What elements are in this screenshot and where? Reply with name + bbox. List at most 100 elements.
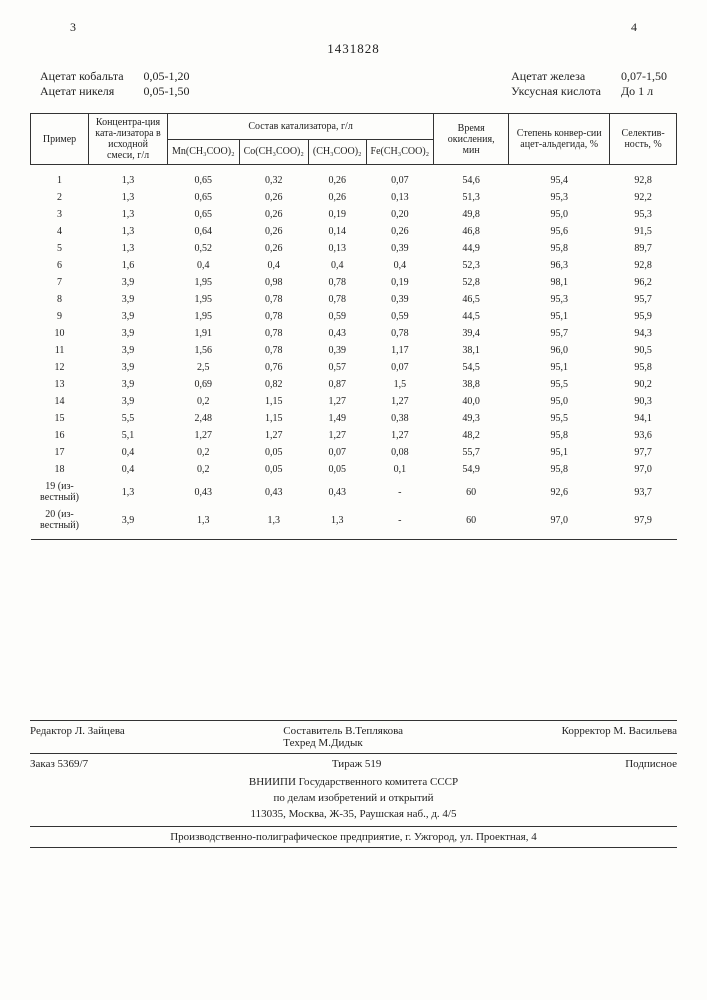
table-cell: 15	[31, 410, 89, 427]
comp-right: Ацетат железа Уксусная кислота 0,07-1,50…	[511, 69, 667, 99]
table-cell: 0,08	[366, 444, 434, 461]
table-cell: 8	[31, 291, 89, 308]
table-cell: 1,15	[239, 393, 308, 410]
table-cell: 1,95	[168, 308, 240, 325]
th-composition-group: Состав катализатора, г/л	[168, 114, 434, 140]
table-cell: 95,5	[509, 376, 610, 393]
table-cell: 1,3	[89, 478, 168, 506]
table-cell: 95,4	[509, 165, 610, 190]
comp-r1-name: Ацетат железа	[511, 69, 601, 84]
table-cell: 0,64	[168, 223, 240, 240]
table-row: 155,52,481,151,490,3849,395,594,1	[31, 410, 677, 427]
table-cell: 12	[31, 359, 89, 376]
table-row: 123,92,50,760,570,0754,595,195,8	[31, 359, 677, 376]
table-cell: 1	[31, 165, 89, 190]
table-cell: 0,87	[308, 376, 366, 393]
table-cell: 0,57	[308, 359, 366, 376]
table-cell: 17	[31, 444, 89, 461]
table-cell: 0,07	[308, 444, 366, 461]
table-cell: 3,9	[89, 342, 168, 359]
comp-left: Ацетат кобальта Ацетат никеля 0,05-1,20 …	[40, 69, 190, 99]
table-cell: 1,5	[366, 376, 434, 393]
table-cell: 0,39	[366, 291, 434, 308]
table-cell: 1,3	[89, 165, 168, 190]
table-cell: 0,26	[239, 189, 308, 206]
table-cell: 1,3	[89, 240, 168, 257]
table-cell: 6	[31, 257, 89, 274]
table-cell: 0,65	[168, 189, 240, 206]
table-cell: 51,3	[434, 189, 509, 206]
table-cell: 0,26	[239, 206, 308, 223]
table-cell: 11	[31, 342, 89, 359]
table-cell: 95,1	[509, 359, 610, 376]
th-primer: Пример	[31, 114, 89, 165]
table-row: 170,40,20,050,070,0855,795,197,7	[31, 444, 677, 461]
table-cell: 0,4	[89, 444, 168, 461]
table-cell: 0,13	[308, 240, 366, 257]
table-cell: 20 (из-вестный)	[31, 506, 89, 540]
table-cell: 0,19	[366, 274, 434, 291]
table-cell: 60	[434, 478, 509, 506]
table-row: 21,30,650,260,260,1351,395,392,2	[31, 189, 677, 206]
table-cell: 0,14	[308, 223, 366, 240]
corrector: Корректор М. Васильева	[562, 725, 677, 749]
th-ni: (CH₃COO)₂	[308, 139, 366, 165]
table-cell: 0,52	[168, 240, 240, 257]
table-cell: 0,4	[89, 461, 168, 478]
table-cell: 0,2	[168, 461, 240, 478]
table-row: 19 (из-вестный)1,30,430,430,43-6092,693,…	[31, 478, 677, 506]
table-row: 165,11,271,271,271,2748,295,893,6	[31, 427, 677, 444]
table-cell: 97,0	[509, 506, 610, 540]
table-cell: 95,5	[509, 410, 610, 427]
addr: 113035, Москва, Ж-35, Раушская наб., д. …	[30, 806, 677, 822]
table-cell: 0,98	[239, 274, 308, 291]
table-cell: 3,9	[89, 291, 168, 308]
table-cell: 96,2	[610, 274, 677, 291]
table-cell: 49,8	[434, 206, 509, 223]
table-cell: 93,7	[610, 478, 677, 506]
table-cell: 39,4	[434, 325, 509, 342]
table-cell: 90,5	[610, 342, 677, 359]
table-cell: 44,9	[434, 240, 509, 257]
table-cell: 0,78	[239, 291, 308, 308]
table-cell: 0,19	[308, 206, 366, 223]
table-cell: 0,13	[366, 189, 434, 206]
table-cell: 0,78	[308, 291, 366, 308]
table-cell: 0,2	[168, 393, 240, 410]
comp-l2-val: 0,05-1,50	[144, 84, 190, 99]
table-cell: 46,5	[434, 291, 509, 308]
table-cell: 13	[31, 376, 89, 393]
table-cell: 2,48	[168, 410, 240, 427]
table-row: 11,30,650,320,260,0754,695,492,8	[31, 165, 677, 190]
table-cell: 0,26	[308, 189, 366, 206]
table-cell: 16	[31, 427, 89, 444]
table-cell: 5,5	[89, 410, 168, 427]
table-cell: 92,8	[610, 165, 677, 190]
table-row: 93,91,950,780,590,5944,595,195,9	[31, 308, 677, 325]
table-row: 83,91,950,780,780,3946,595,395,7	[31, 291, 677, 308]
table-cell: 1,49	[308, 410, 366, 427]
table-row: 103,91,910,780,430,7839,495,794,3	[31, 325, 677, 342]
table-cell: 0,26	[366, 223, 434, 240]
table-cell: 0,4	[239, 257, 308, 274]
table-cell: 0,76	[239, 359, 308, 376]
table-cell: 3	[31, 206, 89, 223]
table-cell: 0,26	[239, 240, 308, 257]
tirazh: Тираж 519	[332, 758, 382, 770]
table-cell: 90,2	[610, 376, 677, 393]
table-cell: 95,6	[509, 223, 610, 240]
podpis: Подписное	[625, 758, 677, 770]
table-cell: 1,27	[168, 427, 240, 444]
th-selectivity: Селектив-ность, %	[610, 114, 677, 165]
composition-block: Ацетат кобальта Ацетат никеля 0,05-1,20 …	[40, 69, 667, 99]
table-cell: 0,1	[366, 461, 434, 478]
table-cell: 3,9	[89, 308, 168, 325]
table-cell: 1,3	[168, 506, 240, 540]
table-cell: 0,78	[239, 342, 308, 359]
table-cell: 1,17	[366, 342, 434, 359]
table-row: 61,60,40,40,40,452,396,392,8	[31, 257, 677, 274]
table-cell: 1,3	[308, 506, 366, 540]
table-cell: 52,8	[434, 274, 509, 291]
table-cell: 96,3	[509, 257, 610, 274]
table-row: 133,90,690,820,871,538,895,590,2	[31, 376, 677, 393]
